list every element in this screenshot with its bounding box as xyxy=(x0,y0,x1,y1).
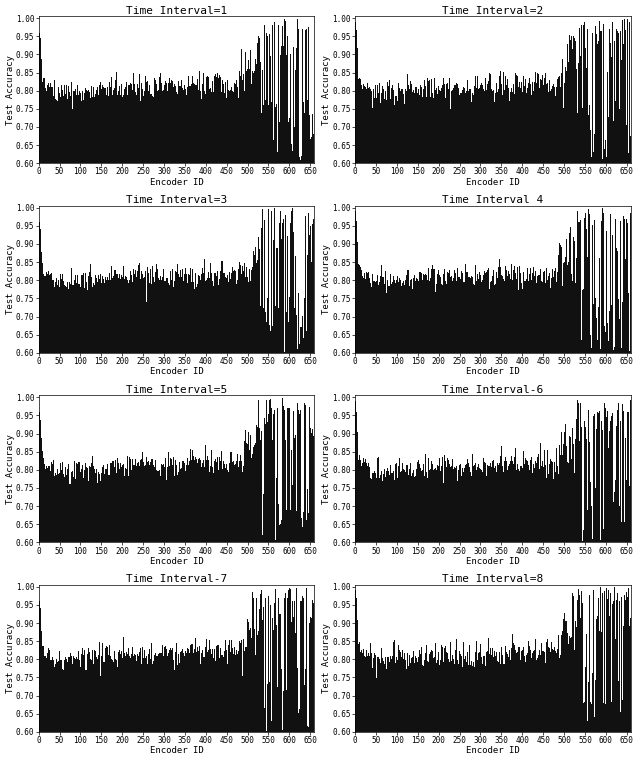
Title: Time Interval=5: Time Interval=5 xyxy=(126,384,227,395)
Y-axis label: Test Accuracy: Test Accuracy xyxy=(322,623,331,693)
X-axis label: Encoder ID: Encoder ID xyxy=(466,557,520,566)
Y-axis label: Test Accuracy: Test Accuracy xyxy=(322,434,331,504)
X-axis label: Encoder ID: Encoder ID xyxy=(466,368,520,377)
X-axis label: Encoder ID: Encoder ID xyxy=(150,178,204,186)
X-axis label: Encoder ID: Encoder ID xyxy=(466,747,520,756)
Title: Time Interval-6: Time Interval-6 xyxy=(442,384,543,395)
Title: Time Interval=2: Time Interval=2 xyxy=(442,5,543,15)
X-axis label: Encoder ID: Encoder ID xyxy=(466,178,520,186)
Y-axis label: Test Accuracy: Test Accuracy xyxy=(322,55,331,125)
Y-axis label: Test Accuracy: Test Accuracy xyxy=(6,434,15,504)
Title: Time Interval=3: Time Interval=3 xyxy=(126,195,227,205)
Y-axis label: Test Accuracy: Test Accuracy xyxy=(322,244,331,314)
Title: Time Interval-7: Time Interval-7 xyxy=(126,575,227,584)
Title: Time Interval 4: Time Interval 4 xyxy=(442,195,543,205)
X-axis label: Encoder ID: Encoder ID xyxy=(150,368,204,377)
Title: Time Interval=1: Time Interval=1 xyxy=(126,5,227,15)
X-axis label: Encoder ID: Encoder ID xyxy=(150,557,204,566)
Y-axis label: Test Accuracy: Test Accuracy xyxy=(6,55,15,125)
Y-axis label: Test Accuracy: Test Accuracy xyxy=(6,623,15,693)
Y-axis label: Test Accuracy: Test Accuracy xyxy=(6,244,15,314)
X-axis label: Encoder ID: Encoder ID xyxy=(150,747,204,756)
Title: Time Interval=8: Time Interval=8 xyxy=(442,575,543,584)
